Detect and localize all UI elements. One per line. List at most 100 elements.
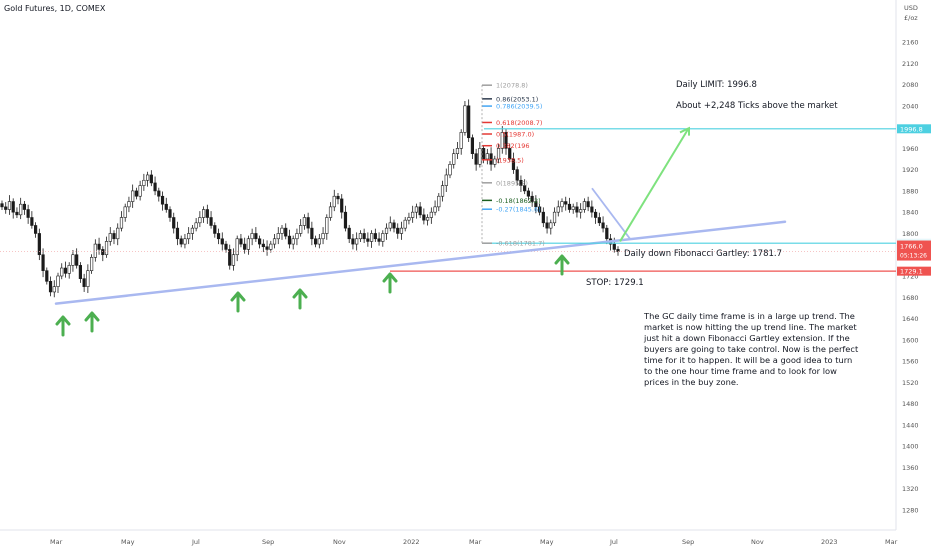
last-price-badge [897,240,931,261]
candle-body [332,195,336,208]
candle-body [52,286,56,293]
candle-body [123,206,127,218]
y-tick-label: 1720 [902,273,919,281]
candle-body [381,233,385,242]
candle-body [504,132,508,149]
candle-body [478,148,482,165]
x-tick-label: May [540,538,554,546]
x-tick-label: Jul [191,538,200,546]
fib-level-label: 0.86(2053.1) [496,95,538,103]
candle-body [437,195,441,208]
symbol-title: Gold Futures, 1D, COMEX [4,4,106,13]
candle-body [254,233,258,240]
candle-body [15,211,19,216]
candle-body [63,267,68,274]
candle-body [545,222,549,229]
candle-body [280,227,284,234]
projection-arrow-head [679,126,690,136]
candle-body [541,211,545,224]
y-tick-label: 1960 [902,145,919,153]
candle-body [582,201,586,210]
y-tick-label: 1600 [902,336,919,344]
candle-body [183,238,187,245]
candle-body [474,153,478,165]
candle-body [586,201,590,208]
candle-body [131,190,135,202]
candle-body [422,214,426,221]
candle-body [104,241,109,256]
candle-body [26,209,30,218]
y-tick-label: 1880 [902,187,919,195]
candle-body [612,243,616,250]
x-tick-label: Mar [50,538,63,546]
candle-body [351,238,355,245]
fib-level-label: 0.5(1987.0) [496,131,534,139]
fib-level-label: (1938.5) [496,156,524,164]
candle-body [366,238,370,242]
candle-body [396,227,400,234]
candle-body [515,169,519,181]
last-price-label: 1766.0 [900,243,923,251]
candle-body [90,257,94,271]
x-tick-label: 2022 [403,538,420,546]
candle-body [250,233,254,240]
candle-body [261,243,265,248]
candle-body [276,233,280,240]
candle-body [213,225,217,234]
candle-body [19,203,23,216]
candle-body [146,174,150,181]
candle-body [75,254,79,266]
candle-body [179,238,183,245]
candle-body [153,182,157,192]
candle-body [571,206,575,210]
uptrend-line[interactable] [54,220,787,305]
candle-body [470,137,475,154]
candle-body [228,249,232,266]
limit-badge-label: 1996.8 [900,125,923,133]
stop-badge-label: 1729.1 [900,268,923,276]
candle-body [101,249,105,256]
candle-body [45,270,49,282]
y-tick-label: 1920 [902,166,919,174]
buy-arrow-head [554,254,570,265]
candle-body [78,265,82,279]
candle-body [336,195,340,200]
candle-body [448,164,452,176]
gartley-annotation: Daily down Fibonacci Gartley: 1781.7 [624,249,783,259]
candle-body [463,105,467,133]
candle-body [597,217,601,224]
candle-body [384,227,389,234]
candle-body [508,148,512,160]
candle-body [220,238,224,245]
candle-body [530,195,534,202]
candle-body [325,217,329,234]
fib-level-label: 0.786(2039.5) [496,103,542,111]
candle-body [414,206,419,213]
candle-body [4,206,8,210]
candle-body [269,243,273,250]
candle-body [190,227,195,234]
x-tick-label: Sep [682,538,694,546]
candle-body [452,153,456,165]
ticks-annotation: About +2,248 Ticks above the market [676,101,838,111]
candle-body [86,270,90,287]
candle-body [425,217,430,221]
y-tick-label: 1320 [902,485,919,493]
candle-body [328,206,333,218]
candle-body [355,238,359,245]
candle-body [138,185,142,197]
candle-body [519,179,523,186]
candle-body [552,211,557,224]
y-tick-label: 2080 [902,81,919,89]
y-tick-label: 1400 [902,443,919,451]
candle-body [56,275,60,287]
candle-body [187,233,191,240]
x-tick-label: Nov [751,538,764,546]
y-tick-label: 1640 [902,315,919,323]
candle-body [108,233,112,242]
candle-body [93,243,97,258]
price-axis-currency: USD [904,4,918,12]
y-tick-label: 1520 [902,379,919,387]
projection-arrow [619,128,689,242]
